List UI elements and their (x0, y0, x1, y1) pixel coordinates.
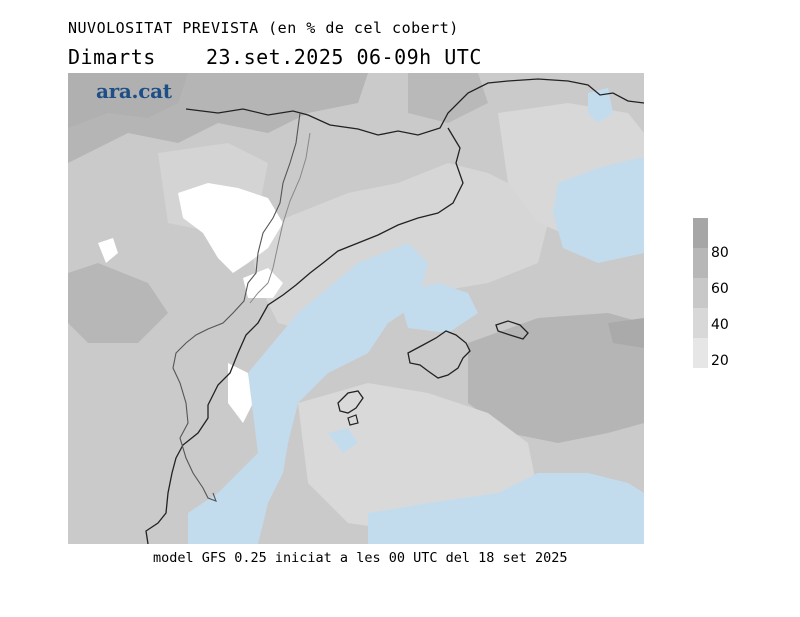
clear-sky-sea (553, 158, 644, 263)
cloud-layer-light (298, 383, 538, 533)
forecast-date-range: 23.set.2025 06-09h UTC (205, 45, 482, 69)
border-line (172, 112, 301, 502)
clear-sky-sea (188, 243, 428, 544)
clear-sky-land (98, 238, 118, 263)
legend-swatch-0 (693, 218, 708, 248)
aracat-logo[interactable]: ara.cat (96, 79, 172, 103)
island-formentera (347, 414, 359, 426)
legend-label-20: 20 (711, 353, 729, 369)
clear-sky-sea (368, 473, 644, 544)
cloud-layer-dark (68, 263, 168, 343)
clear-sky-land (178, 183, 283, 273)
cloud-layer-dark (468, 313, 644, 443)
legend-swatch-2 (693, 278, 708, 308)
cloud-cover-map: ara.cat (68, 73, 644, 544)
clear-sky-sea (588, 88, 613, 123)
island-menorca (495, 320, 529, 340)
model-info: model GFS 0.25 iniciat a les 00 UTC del … (153, 550, 568, 566)
forecast-day: Dimarts (68, 45, 156, 69)
border-line (249, 132, 311, 304)
map-title: NUVOLOSITAT PREVISTA (en % de cel cobert… (68, 19, 459, 37)
map-canvas (68, 73, 644, 544)
clear-sky-sea (328, 428, 358, 453)
coastline (145, 78, 644, 544)
legend-swatch-3 (693, 308, 708, 338)
legend-swatch-1 (693, 248, 708, 278)
legend-label-60: 60 (711, 281, 729, 297)
cloud-layer-dark (408, 73, 488, 123)
cloud-layer-dark (608, 318, 644, 348)
island-mallorca (407, 330, 471, 379)
cloud-layer-dark (68, 73, 188, 128)
forecast-period: Dimarts 23.set.2025 06-09h UTC (68, 45, 482, 69)
island-ibiza (337, 390, 364, 414)
legend-label-80: 80 (711, 245, 729, 261)
clear-sky-land (228, 363, 253, 423)
clear-sky-sea (398, 283, 478, 333)
legend-label-40: 40 (711, 317, 729, 333)
color-legend: 80 60 40 20 (693, 218, 753, 369)
legend-swatch-4 (693, 338, 708, 368)
clear-sky-land (243, 268, 283, 298)
